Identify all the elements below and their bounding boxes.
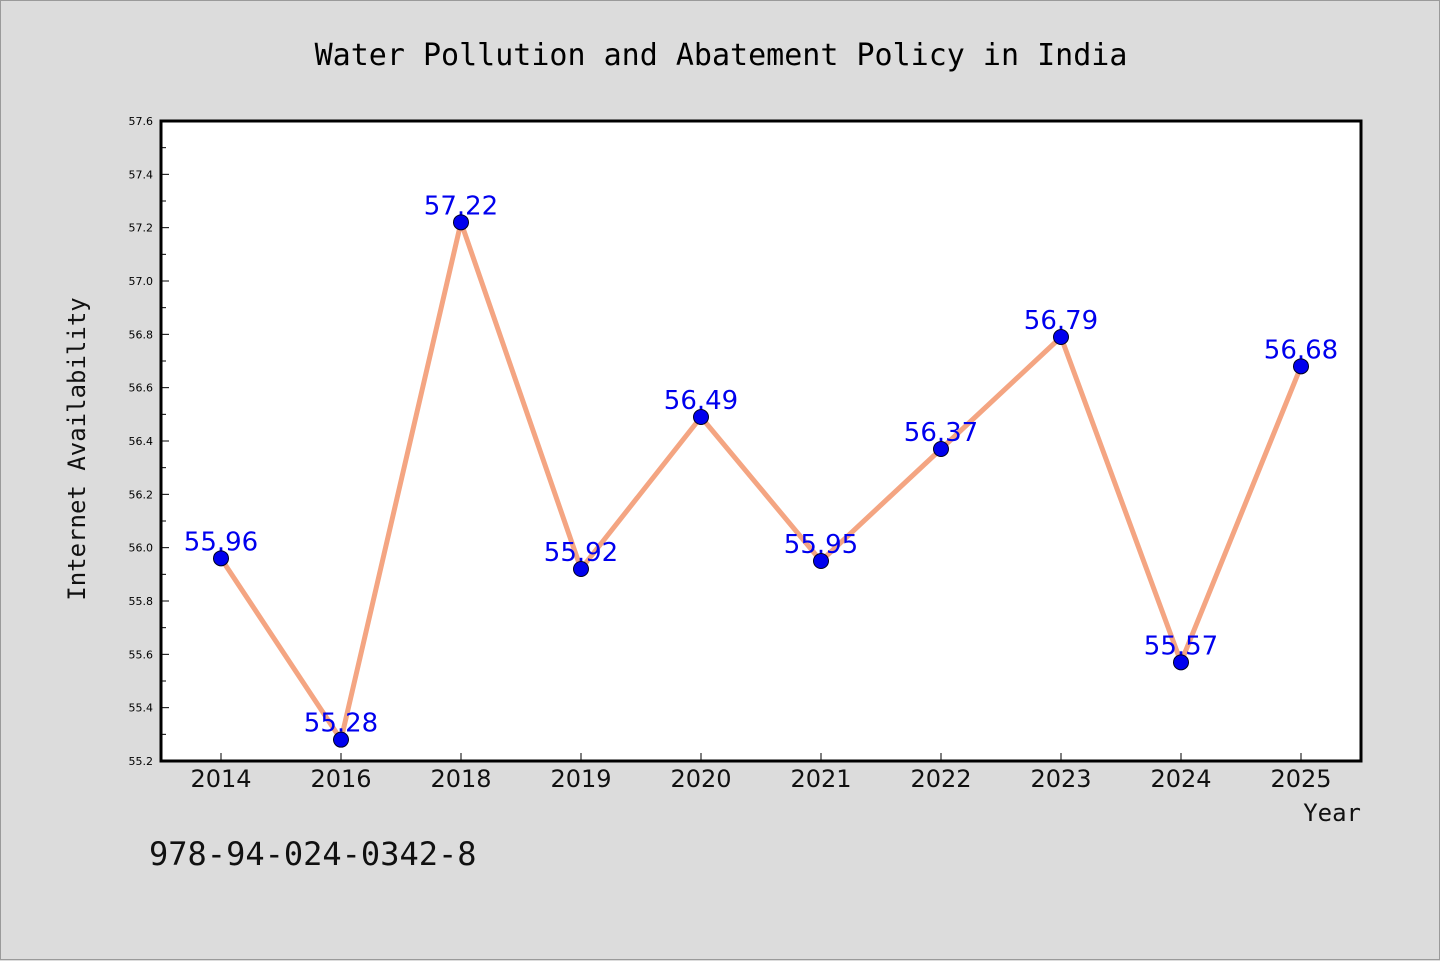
y-tick-label: 56.4 [129,435,154,448]
data-label: 56.37 [904,418,978,448]
data-label: 55.92 [544,538,618,568]
y-tick-label: 56.0 [129,542,154,555]
y-tick-label: 57.2 [129,222,154,235]
chart-title: Water Pollution and Abatement Policy in … [315,38,1128,73]
data-label: 55.95 [784,530,858,560]
data-label: 56.79 [1024,306,1098,336]
y-tick-label: 56.6 [129,382,154,395]
x-axis-ticks: 2014 2016 2018 2019 2020 2021 2022 2023 2024 2025 [190,753,1332,793]
x-tick-label: 2024 [1150,765,1211,793]
y-tick-label: 57.6 [129,115,154,128]
isbn-text: 978-94-024-0342-8 [149,835,477,873]
y-tick-label: 55.4 [129,702,154,715]
y-axis-ticks: 55.2 55.4 55.6 55.8 56.0 56.2 56.4 56.6 56.8 57.0… [129,115,169,768]
y-tick-label: 55.8 [129,595,154,608]
data-point [333,731,349,748]
y-tick-label: 55.6 [129,648,154,661]
y-tick-label: 56.8 [129,328,154,341]
data-point [933,441,949,457]
data-label: 55.28 [304,709,378,739]
series-line [218,219,1304,743]
data-label: 56.49 [664,386,738,416]
x-tick-label: 2019 [550,765,611,793]
data-labels: 55.96 55.28 57.22 55.92 56.49 55.95 56.37 56.79… [184,191,1338,738]
x-tick-label: 2021 [790,765,851,793]
data-label: 55.96 [184,527,258,557]
data-point [1173,654,1189,671]
data-point [573,561,589,577]
x-tick-label: 2014 [190,765,251,793]
x-tick-label: 2016 [310,765,371,793]
x-tick-label: 2018 [430,765,491,793]
x-tick-label: 2025 [1270,765,1331,793]
data-point [1053,329,1069,345]
y-axis-label: Internet Availability [63,297,91,600]
x-axis-label: Year [1303,799,1361,827]
x-tick-label: 2023 [1030,765,1091,793]
data-point [813,553,829,569]
data-point [693,409,709,425]
data-label: 55.57 [1144,631,1218,661]
plot-border [159,119,1363,763]
y-tick-label: 57.4 [129,168,154,181]
data-label: 57.22 [424,191,498,221]
data-point [453,214,469,231]
y-tick-label: 56.2 [129,488,154,501]
data-markers [213,214,1309,748]
data-label: 56.68 [1264,335,1338,365]
data-point [213,550,229,567]
y-tick-label: 55.2 [129,755,154,768]
x-tick-label: 2020 [670,765,731,793]
data-point [1293,358,1309,375]
x-tick-label: 2022 [910,765,971,793]
y-tick-label: 57.0 [129,275,154,288]
